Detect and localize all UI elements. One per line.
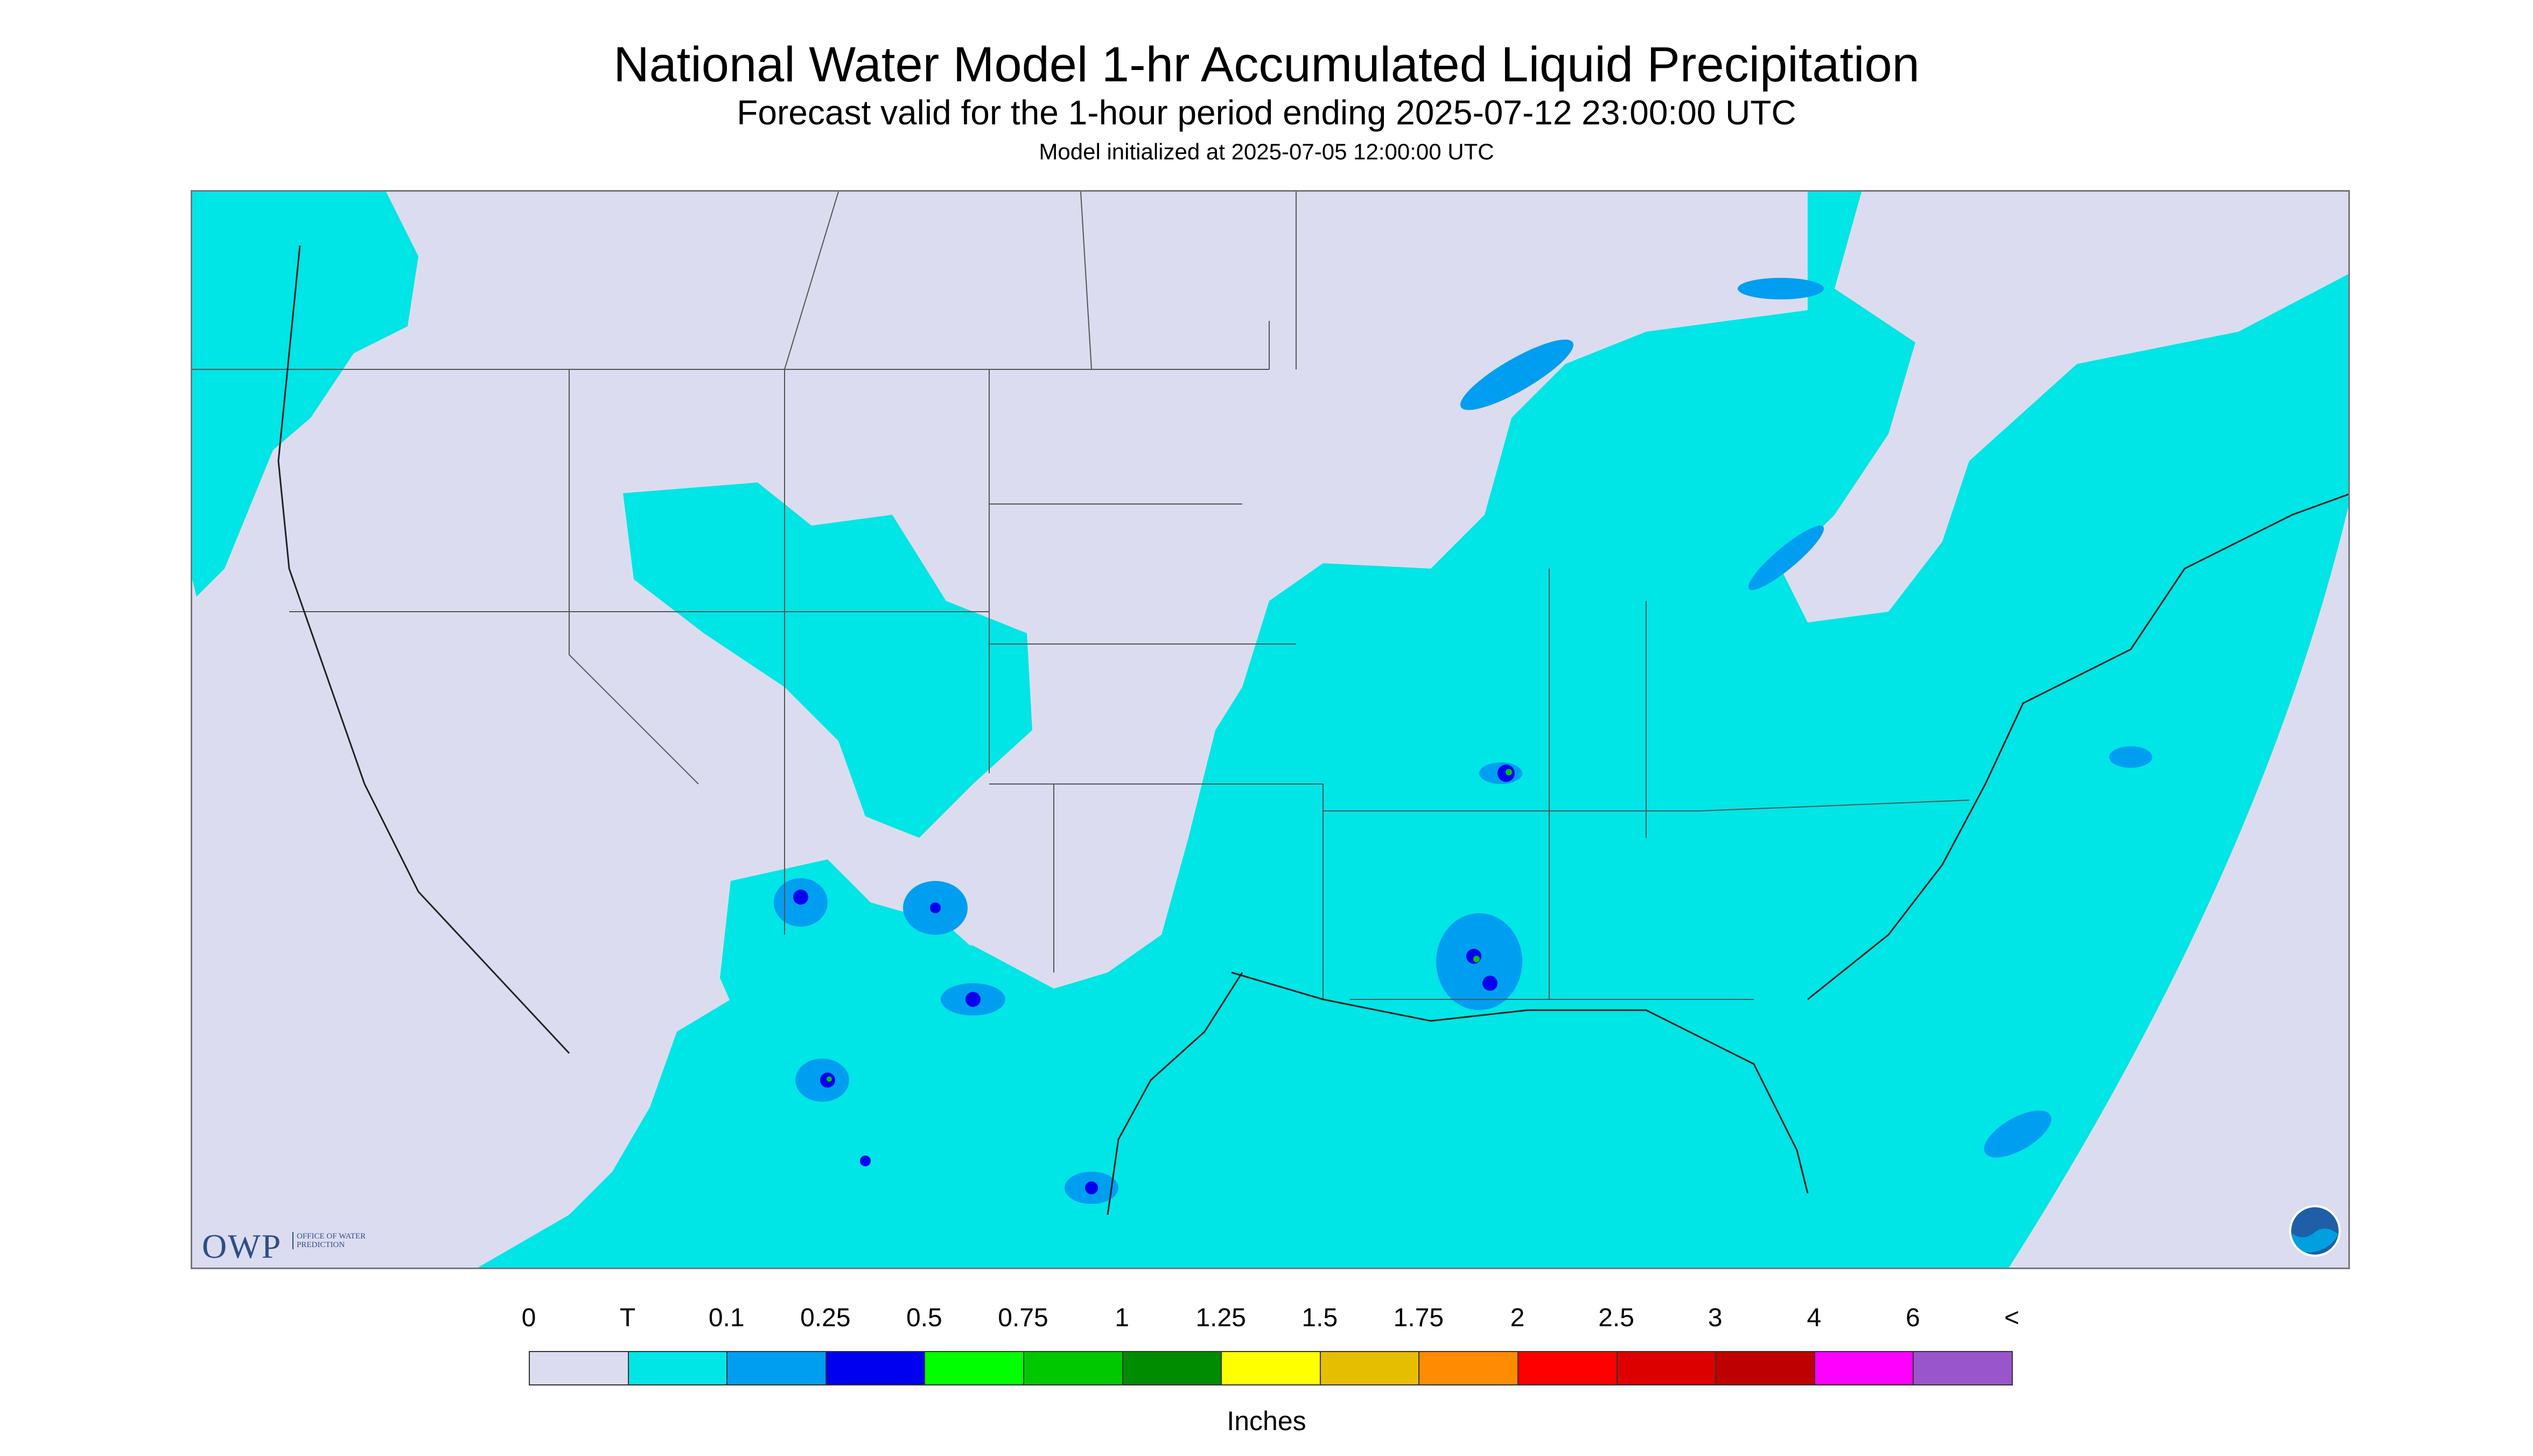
dry-region-northeast (1781, 192, 2348, 622)
precip-rockies (623, 482, 1032, 838)
legend-swatch (1715, 1351, 1815, 1385)
legend-swatch (1517, 1351, 1618, 1385)
legend-tick-label: 1.25 (1195, 1304, 1246, 1332)
precip-heavy-cores (793, 765, 1515, 1194)
noaa-logo-icon (2289, 1205, 2341, 1257)
map-canvas (192, 192, 2348, 1268)
legend-tick-label: 0.5 (906, 1304, 942, 1332)
legend-tick-label: 1 (1115, 1304, 1129, 1332)
precipitation-map: OWP OFFICE OF WATER PREDICTION (191, 190, 2350, 1269)
legend-tick-label: 0 (521, 1304, 536, 1332)
projection-mask-right (2009, 507, 2348, 1268)
legend-swatch (1319, 1351, 1420, 1385)
map-title: National Water Model 1-hr Accumulated Li… (613, 37, 1920, 92)
precip-moderate-areas (774, 278, 2152, 1204)
legend-tick-label: 0.1 (708, 1304, 745, 1332)
legend-swatch (726, 1351, 827, 1385)
legend-swatch (529, 1351, 629, 1385)
legend-tick-label: 0.25 (800, 1304, 851, 1332)
legend-tick-label: 2 (1510, 1304, 1525, 1332)
coastlines (277, 245, 2348, 1215)
legend-swatch (1023, 1351, 1123, 1385)
legend-tick-label: 4 (1807, 1304, 1822, 1332)
legend-tick-label: 0.75 (998, 1304, 1048, 1332)
legend-swatch (627, 1351, 728, 1385)
legend-swatch (924, 1351, 1024, 1385)
legend-swatch (1814, 1351, 1914, 1385)
legend-units: Inches (1227, 1406, 1306, 1436)
legend-tick-label: 1.5 (1302, 1304, 1338, 1332)
legend-swatch (1418, 1351, 1519, 1385)
legend-tick-label: < (2004, 1304, 2020, 1332)
precip-pacific-nw (192, 192, 418, 601)
owp-logo-text: OWP (202, 1227, 282, 1265)
state-boundaries (192, 192, 1970, 1000)
legend-swatch (825, 1351, 926, 1385)
legend-swatch (1122, 1351, 1222, 1385)
model-init-subtitle: Model initialized at 2025-07-05 12:00:00… (1039, 139, 1494, 164)
precip-southwest (720, 859, 1161, 1268)
legend-tick-label: 1.75 (1393, 1304, 1444, 1332)
legend-swatch (1616, 1351, 1717, 1385)
precip-very-heavy-cores (827, 769, 1512, 1082)
projection-mask-left (192, 579, 471, 1268)
legend-swatch (1913, 1351, 2013, 1385)
forecast-valid-subtitle: Forecast valid for the 1-hour period end… (737, 93, 1796, 132)
legend-swatch (1221, 1351, 1321, 1385)
legend-tick-label: T (619, 1304, 636, 1332)
owp-logo-subtext: OFFICE OF WATER PREDICTION (292, 1232, 372, 1249)
legend-tick-label: 2.5 (1598, 1304, 1634, 1332)
legend-tick-label: 6 (1906, 1304, 1920, 1332)
legend-tick-label: 3 (1708, 1304, 1723, 1332)
